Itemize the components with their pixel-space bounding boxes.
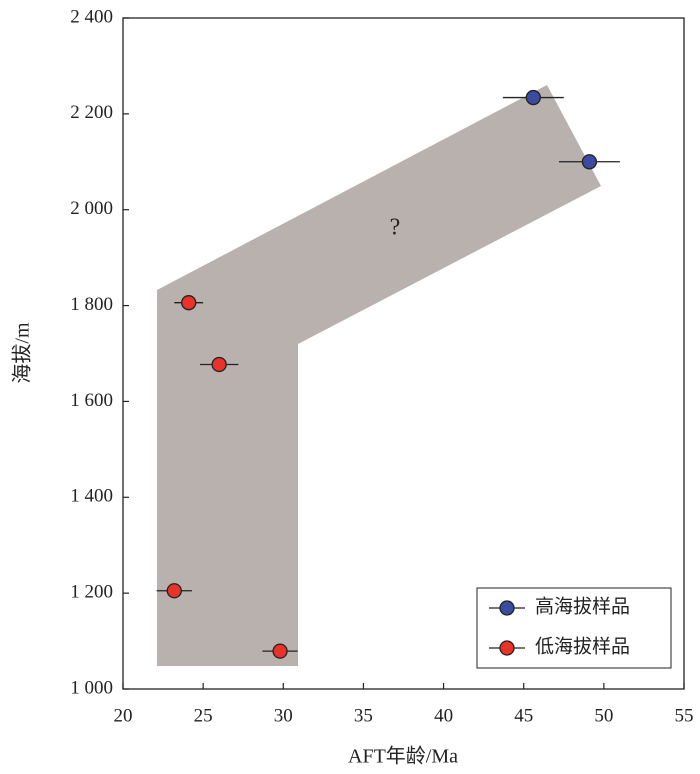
x-tick-label: 25 (194, 705, 213, 726)
point (166, 583, 182, 599)
legend-label: 高海拔样品 (535, 595, 630, 617)
legend-label: 低海拔样品 (535, 635, 630, 657)
y-tick-label: 1 400 (70, 486, 113, 507)
x-tick-label: 40 (434, 705, 453, 726)
point (181, 295, 197, 311)
shaded-region (157, 85, 601, 666)
y-tick-label: 2 400 (70, 6, 113, 27)
x-tick-label: 35 (354, 705, 373, 726)
y-tick-label: 1 000 (70, 677, 113, 698)
y-tick-label: 2 000 (70, 198, 113, 219)
point (272, 643, 288, 659)
y-tick-label: 1 200 (70, 582, 113, 603)
annotation: ? (390, 215, 401, 241)
y-tick-label: 1 600 (70, 390, 113, 411)
x-axis-label: AFT年龄/Ma (348, 745, 458, 768)
y-tick-label: 1 800 (70, 294, 113, 315)
point (211, 356, 227, 373)
legend-marker (499, 640, 515, 656)
legend-marker (499, 600, 515, 616)
x-tick-label: 20 (114, 705, 133, 726)
y-axis-label: 海拔/m (11, 322, 34, 384)
x-tick-label: 50 (594, 705, 613, 726)
y-tick-label: 2 200 (70, 102, 113, 123)
x-tick-label: 45 (514, 705, 533, 726)
x-tick-label: 30 (274, 705, 293, 726)
plot-frame (122, 17, 685, 690)
point (581, 154, 598, 170)
point (525, 89, 541, 106)
x-tick-label: 55 (675, 705, 694, 726)
